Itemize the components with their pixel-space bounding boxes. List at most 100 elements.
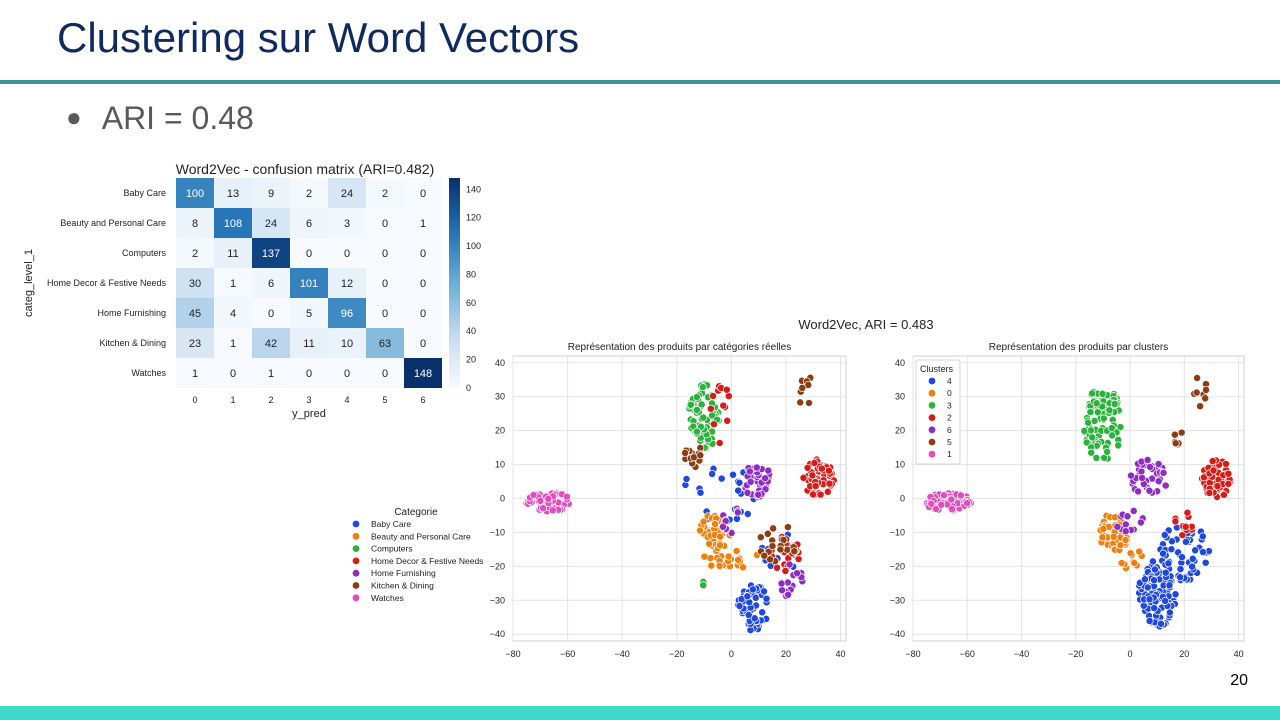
scatter-y-tick: −30 — [890, 595, 905, 605]
heatmap-cell — [328, 178, 366, 208]
scatter-point — [699, 581, 708, 590]
scatter-point — [1202, 385, 1210, 394]
heatmap-cell — [366, 208, 404, 238]
scatter-point — [1145, 595, 1154, 604]
scatter-point — [956, 491, 965, 500]
heatmap-y-tick: Baby Care — [123, 188, 166, 198]
scatter-point — [783, 523, 792, 532]
scatter-point — [1138, 473, 1147, 482]
heatmap-cell-label: 9 — [268, 188, 274, 200]
scatter-y-tick: 0 — [900, 494, 905, 504]
scatter-point — [963, 499, 972, 508]
scatter-x-tick: 0 — [1128, 649, 1133, 659]
scatter-point — [729, 470, 737, 479]
heatmap-cell — [366, 358, 404, 388]
scatter-point — [752, 463, 761, 472]
heatmap-cell-label: 0 — [420, 338, 426, 350]
bottom-band — [0, 706, 1280, 720]
legend-marker — [352, 582, 360, 589]
scatter-point — [1121, 536, 1130, 545]
heatmap-cell — [252, 208, 290, 238]
scatter-point — [811, 482, 820, 491]
scatter-point — [1196, 402, 1205, 411]
scatter-point — [1108, 431, 1117, 440]
legend-label: 5 — [947, 437, 952, 447]
heatmap-cell — [176, 328, 214, 358]
scatter-point — [735, 602, 744, 610]
heatmap-cell-label: 0 — [382, 248, 388, 260]
heatmap-cell-label: 0 — [306, 248, 312, 260]
heatmap-cell-label: 3 — [344, 218, 350, 230]
heatmap-x-label: y_pred — [292, 408, 326, 420]
scatter-x-tick: −60 — [560, 649, 575, 659]
scatter-point — [548, 506, 557, 515]
scatter-point — [708, 469, 717, 478]
scatter-point — [1116, 541, 1125, 550]
scatter-point — [927, 499, 936, 508]
scatter-y-tick: −40 — [490, 629, 505, 639]
heatmap-cell-label: 45 — [189, 308, 201, 320]
scatter-point — [717, 474, 726, 483]
legend-marker — [928, 414, 936, 421]
scatter-y-tick: 20 — [895, 426, 905, 436]
heatmap-cell — [404, 178, 442, 208]
scatter-point — [1126, 549, 1135, 558]
heatmap-cell-label: 6 — [268, 278, 274, 290]
scatter-point — [735, 478, 744, 487]
heatmap-y-tick: Watches — [131, 368, 166, 378]
scatter-point — [1198, 532, 1207, 541]
scatter-point — [1167, 545, 1176, 554]
scatter-point — [1080, 426, 1089, 435]
scatter-point — [1159, 468, 1168, 477]
scatter-point — [1178, 553, 1186, 562]
scatter-point — [705, 539, 714, 548]
heatmap-cell-label: 0 — [344, 368, 350, 380]
scatter-point — [824, 466, 833, 475]
scatter-point — [1099, 525, 1108, 533]
scatter-point — [754, 490, 763, 499]
scatter-point — [1176, 573, 1185, 582]
heatmap-title: Word2Vec - confusion matrix (ARI=0.482) — [176, 161, 434, 177]
scatter-point — [1167, 537, 1176, 546]
scatter-x-tick: −20 — [1068, 649, 1083, 659]
scatter-y-tick: 20 — [495, 426, 505, 436]
heatmap-cell-label: 0 — [268, 308, 274, 320]
colorbar-tick: 40 — [466, 326, 476, 336]
colorbar-tick: 80 — [466, 269, 476, 279]
scatter-point — [1205, 488, 1214, 497]
heatmap-cell-label: 0 — [382, 218, 388, 230]
heatmap-cell-label: 1 — [230, 278, 236, 290]
scatter-point — [1150, 576, 1158, 585]
heatmap-cell-label: 1 — [192, 368, 198, 380]
scatter-x-tick: −40 — [1014, 649, 1029, 659]
scatter-point — [699, 517, 708, 526]
scatter-point — [825, 479, 834, 488]
colorbar-tick: 0 — [466, 383, 471, 393]
scatter-point — [1193, 374, 1202, 382]
scatter-point — [681, 448, 690, 457]
scatter-point — [1171, 517, 1180, 526]
legend-marker — [352, 569, 360, 577]
scatter-point — [1154, 460, 1163, 468]
scatter-point — [1107, 424, 1116, 432]
scatter-point — [1145, 486, 1154, 495]
heatmap-cell — [214, 298, 252, 328]
scatter-point — [1113, 522, 1122, 531]
heatmap-y-tick: Kitchen & Dining — [99, 338, 166, 348]
heatmap-cell-label: 23 — [189, 338, 201, 350]
heatmap-cell — [214, 268, 252, 298]
scatter-y-tick: −10 — [490, 527, 505, 537]
heatmap-cell-label: 0 — [306, 368, 312, 380]
scatter-point — [682, 475, 691, 483]
legend-label: 6 — [947, 425, 952, 435]
scatter-point — [1150, 565, 1159, 574]
heatmap-cell — [404, 328, 442, 358]
heatmap-cell-label: 6 — [306, 218, 312, 230]
scatter-point — [1143, 583, 1152, 592]
heatmap-cell — [328, 298, 366, 328]
scatter-point — [939, 491, 948, 500]
scatter-point — [1165, 608, 1174, 617]
scatter-point — [1109, 532, 1118, 541]
scatter-point — [1199, 473, 1208, 482]
legend-marker — [352, 557, 360, 565]
